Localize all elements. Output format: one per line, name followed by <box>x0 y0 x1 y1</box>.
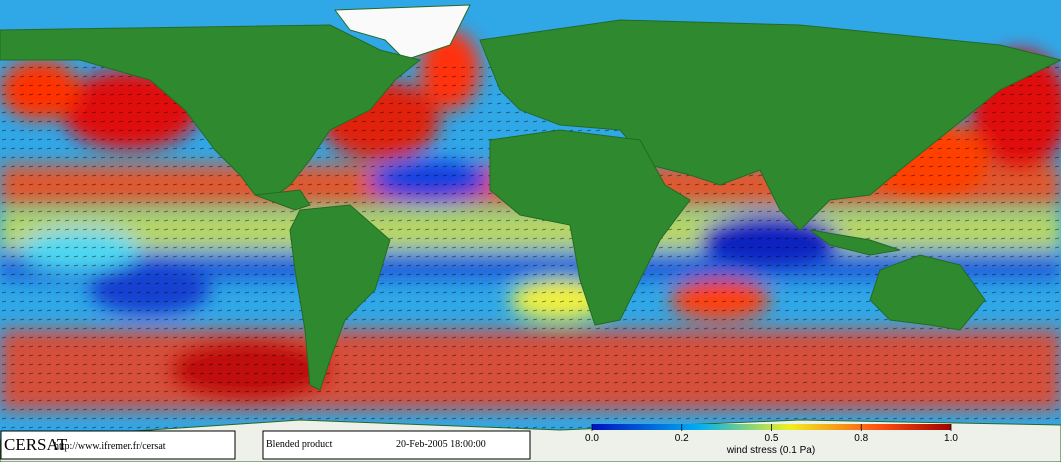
url: http://www.ifremer.fr/cersat <box>54 441 166 452</box>
south-america <box>289 204 391 391</box>
africa <box>489 129 691 326</box>
date: 20-Feb-2005 18:00:00 <box>396 439 486 450</box>
central-america <box>254 189 311 211</box>
indonesia <box>809 229 901 256</box>
colorbar-tick-label: 0.0 <box>585 433 599 444</box>
colorbar-label: wind stress (0.1 Pa) <box>726 445 815 456</box>
logo: CERSAT <box>4 435 68 454</box>
colorbar-ticks: 0.0 0.2 0.5 0.8 1.0 <box>585 424 958 444</box>
colorbar-tick-label: 0.5 <box>765 433 779 444</box>
colorbar-tick-label: 1.0 <box>944 433 958 444</box>
colorbar-tick-label: 0.2 <box>675 433 689 444</box>
logo-box <box>0 430 236 460</box>
product-box <box>262 430 531 460</box>
product: Blended product <box>266 439 333 450</box>
europe-asia <box>479 19 1061 231</box>
colorbar-tick-label: 0.8 <box>854 433 868 444</box>
australia <box>869 254 986 331</box>
